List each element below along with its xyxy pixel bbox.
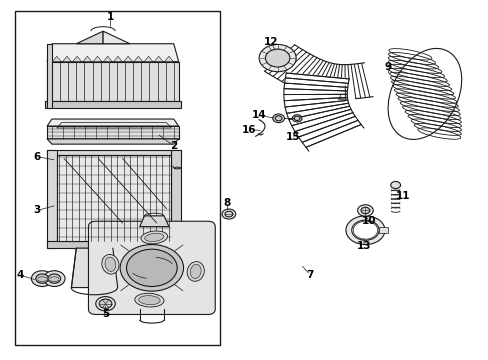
Text: 8: 8 bbox=[224, 198, 231, 208]
Circle shape bbox=[48, 274, 61, 283]
Text: 16: 16 bbox=[242, 125, 256, 135]
Polygon shape bbox=[47, 149, 57, 248]
Text: 2: 2 bbox=[170, 141, 177, 151]
Polygon shape bbox=[76, 31, 103, 44]
Polygon shape bbox=[44, 101, 181, 108]
Polygon shape bbox=[47, 241, 181, 248]
Polygon shape bbox=[113, 56, 122, 62]
Circle shape bbox=[345, 216, 384, 244]
Circle shape bbox=[224, 211, 232, 217]
Circle shape bbox=[275, 116, 282, 121]
Text: 13: 13 bbox=[356, 241, 370, 251]
Polygon shape bbox=[171, 149, 181, 248]
Text: 4: 4 bbox=[17, 270, 24, 280]
Circle shape bbox=[294, 116, 300, 121]
Circle shape bbox=[360, 207, 369, 214]
Ellipse shape bbox=[105, 257, 116, 271]
Circle shape bbox=[120, 244, 183, 291]
Circle shape bbox=[126, 249, 177, 287]
Ellipse shape bbox=[144, 233, 163, 242]
Ellipse shape bbox=[187, 262, 204, 281]
Text: 7: 7 bbox=[306, 270, 313, 280]
Circle shape bbox=[390, 181, 400, 189]
Text: 5: 5 bbox=[102, 310, 109, 319]
Circle shape bbox=[31, 271, 53, 287]
Text: 9: 9 bbox=[384, 62, 391, 72]
Polygon shape bbox=[83, 56, 92, 62]
Text: 1: 1 bbox=[106, 12, 114, 22]
Text: 15: 15 bbox=[285, 132, 300, 142]
Polygon shape bbox=[140, 216, 168, 226]
Polygon shape bbox=[73, 56, 81, 62]
Polygon shape bbox=[52, 56, 61, 62]
Circle shape bbox=[222, 209, 235, 219]
Polygon shape bbox=[154, 56, 163, 62]
Text: 3: 3 bbox=[34, 206, 41, 216]
Ellipse shape bbox=[135, 293, 163, 307]
Circle shape bbox=[259, 44, 296, 72]
Circle shape bbox=[351, 220, 378, 240]
Circle shape bbox=[265, 49, 289, 67]
Text: 11: 11 bbox=[395, 191, 409, 201]
Circle shape bbox=[99, 299, 112, 309]
Polygon shape bbox=[62, 56, 71, 62]
Circle shape bbox=[292, 115, 302, 122]
Circle shape bbox=[96, 297, 115, 311]
Circle shape bbox=[272, 114, 284, 123]
Polygon shape bbox=[144, 56, 153, 62]
Polygon shape bbox=[123, 56, 132, 62]
Polygon shape bbox=[57, 155, 171, 241]
Ellipse shape bbox=[139, 296, 160, 305]
FancyBboxPatch shape bbox=[88, 221, 215, 315]
Polygon shape bbox=[47, 44, 52, 108]
Polygon shape bbox=[47, 44, 178, 62]
Bar bbox=[378, 227, 387, 233]
Polygon shape bbox=[164, 56, 173, 62]
Polygon shape bbox=[47, 139, 178, 144]
Ellipse shape bbox=[141, 231, 167, 244]
Polygon shape bbox=[47, 126, 178, 139]
Text: 12: 12 bbox=[264, 37, 278, 47]
Circle shape bbox=[43, 271, 65, 287]
Polygon shape bbox=[103, 31, 130, 44]
Text: 10: 10 bbox=[361, 216, 375, 226]
Polygon shape bbox=[47, 119, 178, 126]
Text: 14: 14 bbox=[251, 111, 266, 121]
Text: 6: 6 bbox=[34, 152, 41, 162]
Ellipse shape bbox=[190, 264, 201, 279]
Ellipse shape bbox=[102, 255, 119, 274]
Polygon shape bbox=[134, 56, 142, 62]
Ellipse shape bbox=[385, 47, 463, 141]
Circle shape bbox=[357, 205, 372, 216]
Polygon shape bbox=[47, 62, 178, 101]
Polygon shape bbox=[103, 56, 112, 62]
Polygon shape bbox=[93, 56, 102, 62]
Circle shape bbox=[36, 274, 48, 283]
Bar bbox=[15, 12, 220, 345]
Polygon shape bbox=[47, 149, 181, 155]
Polygon shape bbox=[71, 248, 118, 288]
